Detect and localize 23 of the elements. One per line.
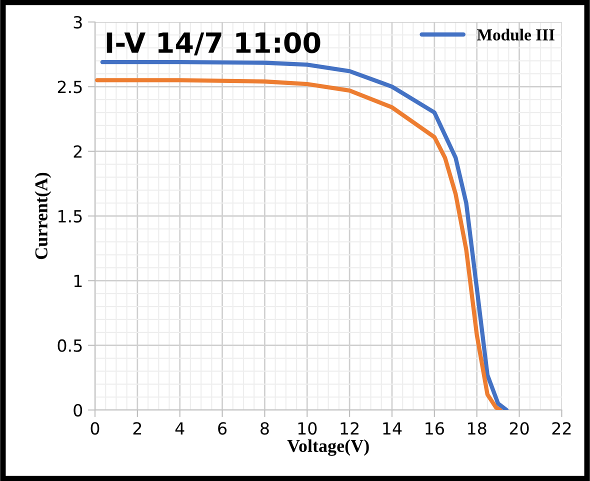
- y-tick-label: 2.5: [58, 80, 82, 94]
- chart-title: I-V 14/7 11:00: [106, 32, 320, 56]
- y-tick-label: 3: [74, 16, 82, 29]
- x-tick-label: 2: [133, 422, 142, 434]
- x-tick-label: 10: [298, 422, 317, 435]
- x-tick-label: 20: [510, 422, 529, 435]
- y-tick-label: 1: [74, 274, 82, 287]
- y-tick-label: 0: [74, 404, 82, 417]
- x-tick-label: 16: [426, 422, 444, 435]
- y-tick-label: 2: [74, 145, 82, 158]
- x-tick-label: 18: [468, 422, 486, 435]
- legend-label: Module III: [477, 28, 554, 41]
- x-tick-label: 4: [175, 422, 184, 434]
- x-axis-title: Voltage(V): [287, 439, 369, 456]
- y-tick-label: 1.5: [58, 210, 82, 223]
- x-tick-label: 8: [260, 422, 269, 435]
- x-tick-label: 6: [218, 422, 227, 435]
- x-tick-label: 22: [552, 422, 571, 434]
- x-tick-label: 0: [90, 422, 100, 435]
- x-tick-label: 12: [340, 422, 358, 434]
- y-axis-title: Current(A): [34, 172, 52, 260]
- y-tick-label: 0.5: [58, 339, 82, 352]
- x-tick-label: 14: [383, 422, 402, 434]
